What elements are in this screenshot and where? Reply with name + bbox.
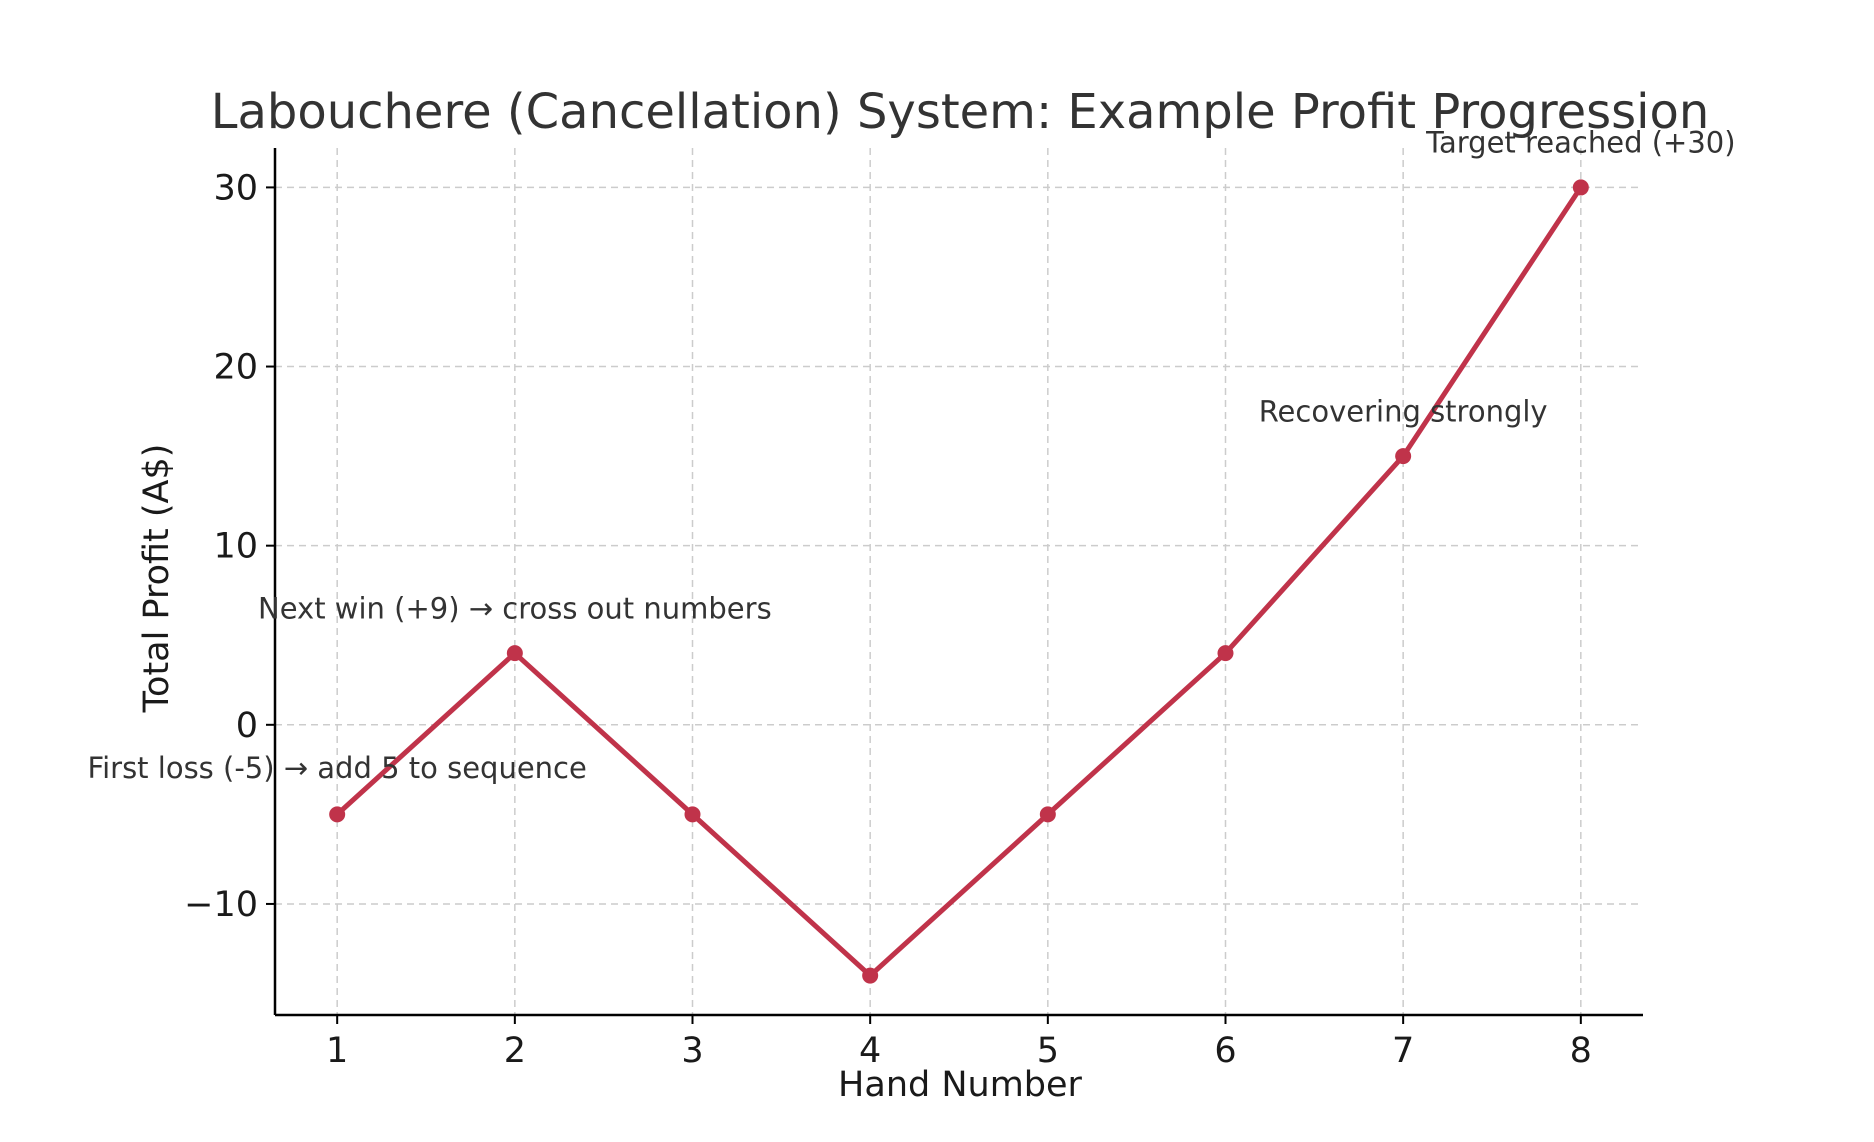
x-tick-label-2: 2 [504,1031,526,1071]
y-tick-label-3: 20 [213,348,258,388]
annotation-4: Target reached (+30) [1425,126,1735,160]
tick-labels: 1 2 3 4 5 6 7 8 −10 0 10 20 30 [184,168,1592,1071]
x-tick-label-5: 5 [1037,1031,1059,1071]
y-tick-label-1: 0 [236,706,258,746]
data-series [329,179,1589,984]
annotation-2: Next win (+9) → cross out numbers [258,591,772,625]
data-point-hand-6 [1217,645,1234,662]
data-point-hand-2 [506,645,523,662]
annotation-1: First loss (-5) → add 5 to sequence [88,751,587,785]
x-tick-label-6: 6 [1214,1031,1236,1071]
x-tick-label-1: 1 [326,1031,348,1071]
axes [266,148,1643,1024]
x-axis-label: Hand Number [838,1065,1082,1105]
data-point-hand-8 [1572,179,1589,196]
series-line-0 [334,184,1584,979]
data-point-hand-3 [684,806,701,823]
data-point-hand-4 [862,967,879,984]
y-tick-label-0: −10 [184,885,258,925]
x-tick-label-8: 8 [1570,1031,1592,1071]
annotation-3: Recovering strongly [1259,394,1548,428]
data-point-hand-1 [329,806,346,823]
data-point-hand-7 [1395,448,1412,465]
x-tick-label-7: 7 [1392,1031,1414,1071]
y-axis-label: Total Profit (A$) [137,444,177,714]
y-tick-label-4: 30 [213,168,258,208]
grid [275,148,1643,1015]
annotations: First loss (-5) → add 5 to sequence Next … [88,126,1736,785]
chart-title: Labouchere (Cancellation) System: Exampl… [211,84,1710,140]
x-tick-label-3: 3 [681,1031,703,1071]
x-tick-label-4: 4 [859,1031,881,1071]
y-tick-label-2: 10 [213,527,258,567]
data-point-hand-5 [1039,806,1056,823]
